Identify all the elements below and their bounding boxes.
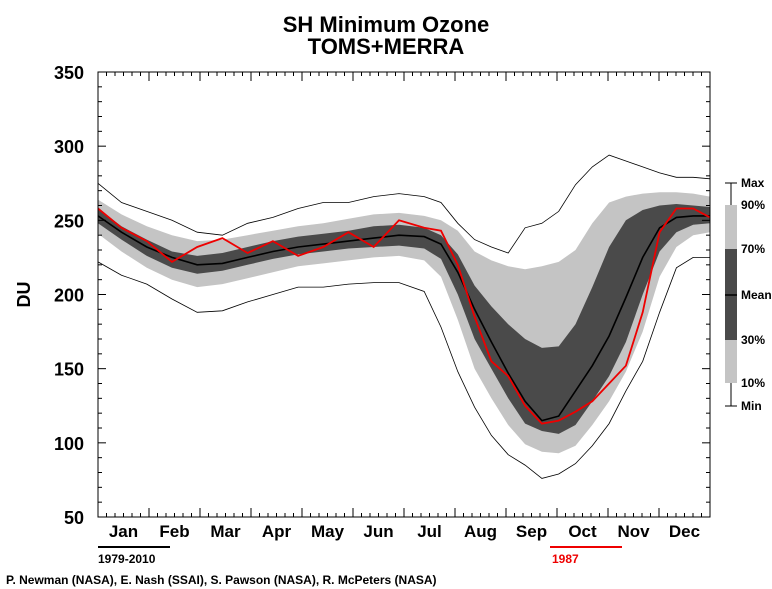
mean-line bbox=[97, 215, 710, 422]
series-lines bbox=[97, 154, 711, 479]
legend-label-min: Min bbox=[741, 399, 762, 413]
x-tick-label-oct: Oct bbox=[568, 522, 597, 541]
y-tick-label: 250 bbox=[54, 211, 84, 231]
y-tick-label: 100 bbox=[54, 434, 84, 454]
legend-label-p10: 10% bbox=[741, 376, 765, 390]
series-1987-line bbox=[97, 207, 711, 425]
legend-label-mean: Mean bbox=[741, 288, 772, 302]
x-tick-label-jul: Jul bbox=[417, 522, 442, 541]
y-tick-label: 350 bbox=[54, 63, 84, 83]
legend-label-p90: 90% bbox=[741, 198, 765, 212]
legend-label-p30: 30% bbox=[741, 333, 765, 347]
y-tick-label: 200 bbox=[54, 286, 84, 306]
x-tick-label-dec: Dec bbox=[669, 522, 700, 541]
max-line bbox=[97, 154, 711, 254]
x-tick-label-may: May bbox=[311, 522, 345, 541]
x-tick-label-jan: Jan bbox=[109, 522, 138, 541]
plot-axes: 50 100 150 200 250 300 350 DU Jan Feb Mar Apr May Jun… bbox=[14, 63, 711, 548]
y-tick-label: 150 bbox=[54, 360, 84, 380]
x-tick-label-sep: Sep bbox=[516, 522, 547, 541]
year-label: 1987 bbox=[552, 552, 579, 566]
x-tick-label-nov: Nov bbox=[617, 522, 650, 541]
percentile-bands bbox=[98, 192, 710, 454]
chart-subtitle: TOMS+MERRA bbox=[307, 34, 465, 59]
x-tick-label-mar: Mar bbox=[210, 522, 241, 541]
credits-text: P. Newman (NASA), E. Nash (SSAI), S. Paw… bbox=[6, 573, 437, 587]
percentile-legend: Max 90% 70% Mean 30% 10% Min bbox=[725, 176, 772, 413]
x-tick-label-aug: Aug bbox=[464, 522, 497, 541]
chart-title: SH Minimum Ozone bbox=[282, 12, 490, 37]
x-tick-label-jun: Jun bbox=[363, 522, 393, 541]
legend-label-max: Max bbox=[741, 176, 765, 190]
y-axis-label: DU bbox=[14, 282, 34, 308]
y-tick-label: 300 bbox=[54, 137, 84, 157]
y-tick-label: 50 bbox=[64, 508, 84, 528]
x-tick-label-feb: Feb bbox=[159, 522, 189, 541]
legend-label-p70: 70% bbox=[741, 242, 765, 256]
x-tick-label-apr: Apr bbox=[262, 522, 292, 541]
climatology-label: 1979-2010 bbox=[98, 552, 156, 566]
min-line bbox=[97, 256, 710, 479]
band-30-70 bbox=[98, 204, 710, 434]
